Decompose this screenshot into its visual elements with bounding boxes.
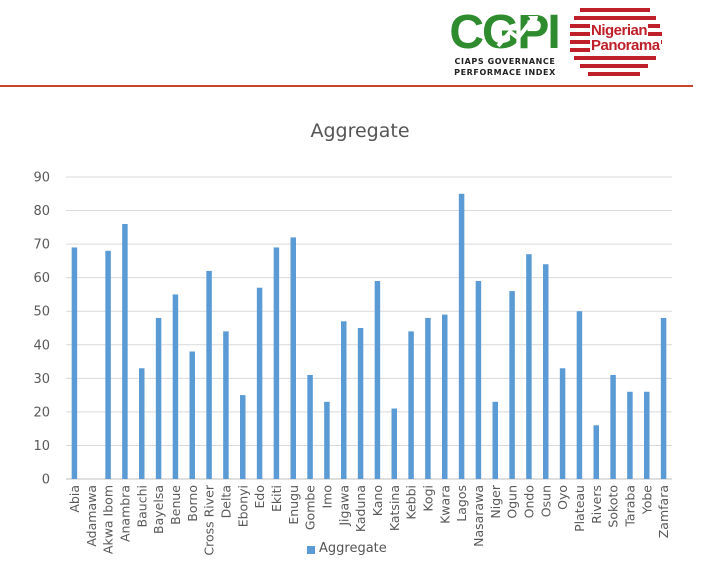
bar — [223, 331, 229, 479]
x-tick-label: Benue — [168, 485, 183, 525]
y-tick-label: 70 — [33, 238, 50, 253]
x-tick-label: Enugu — [286, 485, 301, 525]
bar — [273, 247, 280, 479]
x-tick-label: Akwa Ibom — [101, 485, 116, 554]
bar — [341, 321, 347, 479]
bar — [391, 408, 397, 479]
bar — [559, 368, 566, 479]
bar — [644, 391, 650, 479]
x-tick-label: Zamfara — [656, 485, 671, 538]
x-tick-label: Katsina — [387, 485, 402, 531]
y-tick-label: 90 — [33, 171, 50, 186]
bar — [307, 374, 313, 479]
y-tick-label: 30 — [33, 372, 50, 387]
bar — [139, 368, 145, 479]
x-tick-label: Osun — [538, 485, 553, 517]
y-tick-label: 60 — [33, 271, 50, 286]
bar — [240, 395, 246, 479]
growth-arrow-icon — [496, 18, 534, 48]
x-tick-label: Lagos — [454, 485, 469, 522]
cgpi-logo: CGPI CIAPS GOVERNANCE PERFORMACE INDEX — [444, 6, 564, 78]
bar — [458, 193, 465, 479]
bar — [509, 291, 515, 479]
x-tick-label: Kogi — [420, 485, 435, 512]
bar — [189, 351, 195, 479]
x-tick-label: Nasarawa — [471, 485, 486, 547]
x-tick-label: Niger — [488, 484, 503, 518]
nigerian-panorama-line1: Nigerian — [590, 22, 649, 39]
bar — [324, 401, 330, 479]
x-tick-label: Kano — [370, 485, 385, 516]
cgpi-logo-mark: CGPI — [449, 6, 560, 56]
bar — [425, 317, 431, 479]
y-tick-label: 80 — [33, 204, 50, 219]
x-tick-label: Rivers — [589, 485, 604, 524]
x-tick-label: Delta — [218, 485, 233, 518]
y-tick-label: 20 — [33, 405, 50, 420]
x-tick-label: Borno — [185, 485, 200, 522]
bar — [475, 281, 482, 479]
x-tick-label: Kaduna — [353, 485, 368, 532]
x-tick-label: Edo — [252, 485, 267, 508]
x-tick-label: Kwara — [437, 485, 452, 524]
x-tick-label: Ondo — [521, 485, 536, 518]
x-tick-label: Ogun — [505, 485, 520, 519]
bar — [374, 281, 381, 479]
bar — [408, 331, 414, 479]
y-tick-label: 10 — [33, 439, 50, 454]
bar — [442, 314, 448, 479]
x-tick-label: Gombe — [303, 485, 318, 530]
x-tick-label: Sokoto — [606, 485, 621, 528]
x-tick-label: Kebbi — [404, 485, 419, 520]
x-tick-label: Ebonyi — [235, 485, 250, 527]
header: CGPI CIAPS GOVERNANCE PERFORMACE INDEX N… — [0, 0, 720, 88]
legend-label: Aggregate — [319, 541, 387, 556]
x-tick-label: Plateau — [572, 485, 587, 532]
legend-swatch — [307, 546, 315, 554]
bar — [172, 294, 179, 479]
y-tick-label: 40 — [33, 338, 50, 353]
cgpi-subtitle-line2: PERFORMACE INDEX — [454, 68, 556, 77]
bar — [526, 254, 532, 479]
nigerian-panorama-line2: Panorama — [590, 37, 661, 54]
x-tick-label: Yobe — [639, 485, 654, 516]
bar — [256, 287, 263, 479]
cgpi-logo-text: CGPI — [449, 6, 558, 56]
x-tick-label: Adamawa — [84, 485, 99, 547]
bar — [492, 401, 498, 479]
bar — [610, 374, 616, 479]
nigerian-panorama-logo: Nigerian Panorama — [566, 6, 666, 78]
bar — [543, 264, 549, 479]
x-tick-label: Imo — [319, 485, 334, 509]
x-tick-label: Jigawa — [336, 485, 351, 527]
bar — [576, 311, 583, 479]
bar — [357, 328, 364, 479]
bar — [593, 425, 599, 479]
x-tick-label: Taraba — [622, 485, 637, 528]
bar — [71, 247, 78, 479]
x-tick-label: Oyo — [555, 485, 570, 510]
bar — [627, 391, 633, 479]
x-tick-label: Anambra — [117, 485, 132, 542]
x-tick-label: Bauchi — [134, 485, 149, 527]
x-tick-label: Bayelsa — [151, 485, 166, 534]
bar — [105, 250, 111, 479]
header-divider — [0, 85, 693, 87]
chart-title: Aggregate — [310, 120, 410, 142]
bar — [122, 223, 128, 479]
x-tick-label: Abia — [67, 485, 82, 513]
y-tick-label: 0 — [42, 473, 50, 488]
y-tick-label: 50 — [33, 305, 50, 320]
bar — [660, 317, 667, 479]
x-tick-label: Cross River — [202, 484, 217, 555]
bar — [155, 317, 162, 479]
bar — [206, 270, 212, 479]
bar — [290, 237, 296, 479]
cgpi-subtitle-line1: CIAPS GOVERNANCE — [454, 57, 556, 66]
x-tick-label: Ekiti — [269, 485, 284, 512]
